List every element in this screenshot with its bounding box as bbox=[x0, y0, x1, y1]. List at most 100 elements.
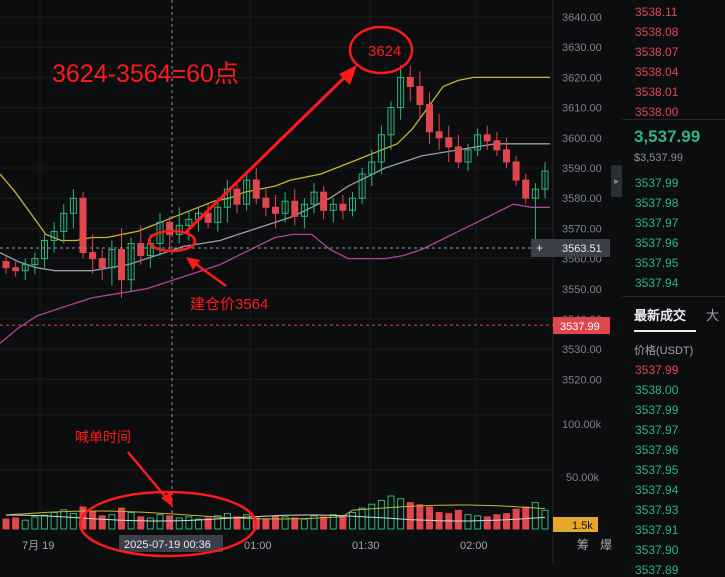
candle-body bbox=[435, 131, 443, 139]
candle-body bbox=[503, 149, 510, 163]
candle-body bbox=[60, 212, 68, 232]
volume-badge bbox=[553, 517, 598, 532]
arrow-head bbox=[339, 65, 357, 85]
volume-bar bbox=[291, 517, 299, 530]
arrow-head bbox=[161, 492, 173, 507]
ask-price-row[interactable]: 3538.11 bbox=[635, 5, 678, 19]
volume-bar bbox=[31, 516, 39, 530]
price-tick-label: 3600.00 bbox=[562, 133, 602, 145]
candle-body bbox=[127, 243, 135, 281]
volume-bar bbox=[397, 498, 405, 530]
candle-body bbox=[339, 203, 347, 211]
volume-bar bbox=[108, 514, 116, 530]
ask-price-row[interactable]: 3538.01 bbox=[635, 85, 679, 99]
candle-body bbox=[377, 134, 385, 163]
volume-bar bbox=[329, 514, 337, 530]
bid-price-row[interactable]: 3537.96 bbox=[635, 236, 679, 250]
volume-bar bbox=[464, 514, 472, 530]
kline-chart[interactable]: 3640.00 3630.00 3620.00 3610.00 3600.00 3590.… bbox=[0, 0, 622, 564]
bid-price-row[interactable]: 3537.95 bbox=[635, 256, 679, 270]
price-tick-label: 3530.00 bbox=[562, 344, 602, 356]
bid-price-row[interactable]: 3537.98 bbox=[635, 196, 679, 210]
bid-price-row[interactable]: 3537.99 bbox=[635, 176, 679, 190]
time-tick-label: 01:30 bbox=[352, 540, 380, 552]
candle-body bbox=[464, 149, 472, 163]
tab-large-trades[interactable]: 大 bbox=[706, 308, 720, 323]
volume-bar bbox=[454, 509, 462, 530]
bid-price-row[interactable]: 3537.97 bbox=[635, 216, 679, 230]
volume-bar bbox=[89, 510, 97, 530]
volume-bar bbox=[339, 515, 347, 530]
candle-body bbox=[223, 188, 231, 208]
candle-body bbox=[89, 252, 97, 260]
candle-body bbox=[397, 76, 405, 109]
trade-row: 3537.95 bbox=[635, 463, 679, 477]
volume-bar bbox=[349, 512, 356, 530]
price-tick-label: 3570.00 bbox=[562, 223, 602, 235]
collapse-handle[interactable]: ▸ bbox=[611, 165, 622, 197]
candle-body bbox=[454, 146, 462, 163]
entry-to-peak-arrow bbox=[184, 70, 352, 234]
candle-body bbox=[483, 134, 491, 142]
candle-body bbox=[541, 170, 549, 190]
volume-bar bbox=[195, 518, 202, 530]
volume-bar bbox=[483, 516, 491, 530]
candle-body bbox=[310, 191, 318, 205]
ask-price-row[interactable]: 3538.00 bbox=[635, 105, 679, 119]
candle-body bbox=[69, 197, 77, 214]
volume-bar bbox=[50, 512, 58, 530]
volume-bar bbox=[310, 515, 318, 530]
volume-bar bbox=[272, 515, 279, 530]
candle-body bbox=[233, 188, 241, 205]
candle-body bbox=[252, 179, 260, 199]
price-tick-label: 3630.00 bbox=[562, 42, 602, 54]
trade-row: 3537.96 bbox=[635, 443, 679, 457]
volume-ma-white bbox=[5, 514, 546, 522]
candle-body bbox=[41, 239, 48, 260]
candle-body bbox=[272, 206, 279, 214]
volume-bar bbox=[21, 519, 29, 530]
ma-line-yellow bbox=[0, 76, 550, 242]
candle-body bbox=[166, 221, 174, 235]
ask-price-row[interactable]: 3538.07 bbox=[635, 45, 679, 59]
peak-label: 3624 bbox=[368, 43, 401, 60]
tab-latest-trades[interactable]: 最新成交 bbox=[634, 308, 687, 323]
candle-body bbox=[320, 191, 328, 211]
trade-row: 3537.91 bbox=[635, 523, 679, 537]
volume-bar bbox=[426, 506, 433, 530]
candle-body bbox=[522, 179, 530, 199]
candle-body bbox=[204, 212, 212, 223]
candle-body bbox=[185, 218, 193, 226]
volume-bar bbox=[12, 517, 20, 530]
volume-bar bbox=[320, 516, 328, 530]
trades-price-header: 价格(USDT) bbox=[634, 345, 694, 357]
divider bbox=[622, 296, 725, 297]
volume-bar bbox=[137, 516, 145, 530]
candle-body bbox=[387, 107, 395, 136]
trade-row: 3537.90 bbox=[635, 543, 679, 557]
volume-bar bbox=[98, 515, 106, 530]
volume-bar bbox=[358, 507, 366, 530]
candle-body bbox=[512, 161, 520, 181]
candle-body bbox=[281, 200, 289, 214]
candlesticks bbox=[2, 65, 549, 298]
ask-price-row[interactable]: 3538.04 bbox=[635, 65, 679, 79]
price-tick-label: 3640.00 bbox=[562, 12, 602, 24]
candle-body bbox=[474, 134, 482, 151]
crosshair-time-label: 2025-07-19 00:36 bbox=[124, 539, 211, 551]
volume-bar bbox=[69, 513, 77, 530]
volume-bar bbox=[416, 504, 424, 530]
volume-bar bbox=[2, 518, 10, 530]
candle-body bbox=[349, 197, 356, 211]
volume-bar bbox=[493, 514, 501, 530]
volume-bar bbox=[175, 517, 183, 530]
candle-body bbox=[416, 85, 424, 106]
volume-badge-label: 1.5k bbox=[572, 520, 593, 532]
volume-bar bbox=[377, 499, 385, 530]
candle-body bbox=[291, 200, 299, 217]
ask-price-row[interactable]: 3538.08 bbox=[635, 25, 679, 39]
bid-price-row[interactable]: 3537.94 bbox=[635, 276, 679, 290]
annotations: 3624-3564=60点 3624 建仓价3564 喊单时间 bbox=[52, 25, 414, 558]
price-tick-label: 3620.00 bbox=[562, 72, 602, 84]
volume-bar bbox=[185, 516, 193, 530]
